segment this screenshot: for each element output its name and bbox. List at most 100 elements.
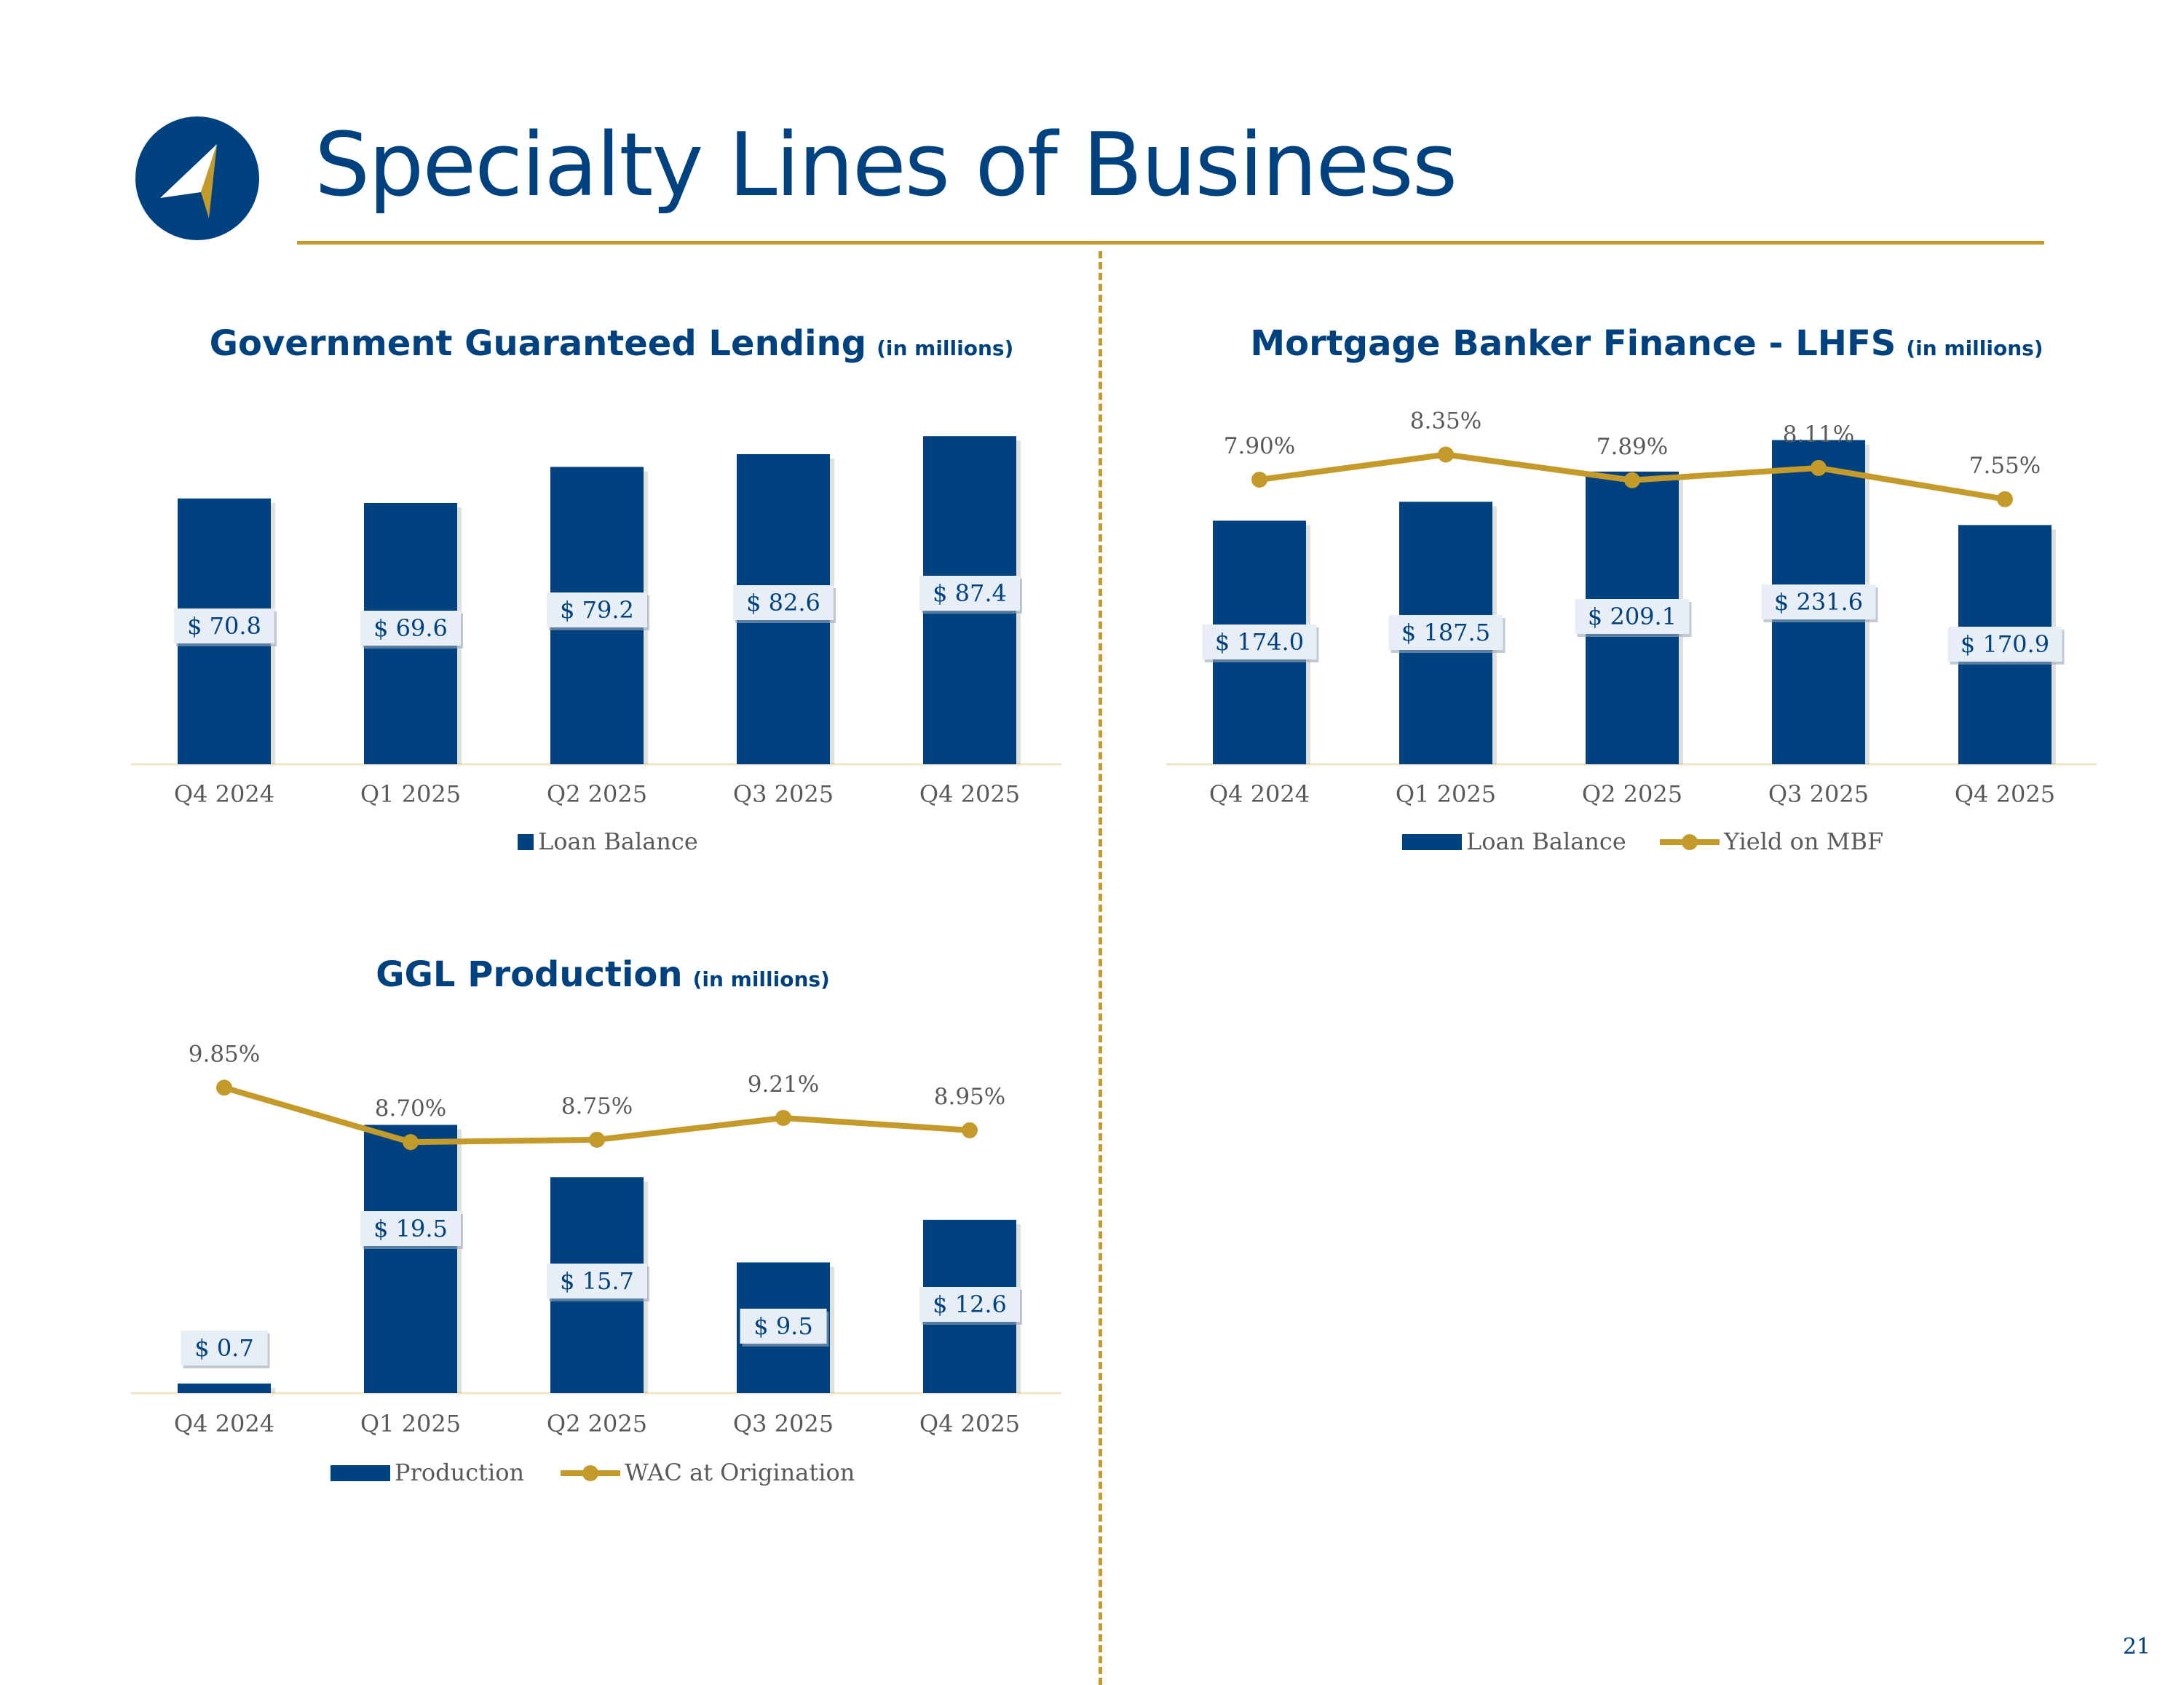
- bar-label-box: [919, 1287, 1020, 1322]
- bar-label-text: $ 12.6: [933, 1290, 1007, 1318]
- bar-data-label: $ 69.6: [360, 611, 463, 649]
- company-logo-icon: [135, 116, 259, 240]
- bar-label-text: $ 79.2: [560, 596, 634, 624]
- bar-label-box: [1947, 627, 2062, 662]
- bar-data-label: $ 0.7: [181, 1331, 270, 1368]
- bar-label-box: [919, 576, 1020, 611]
- bar-label-text: $ 209.1: [1588, 603, 1677, 630]
- legend-swatch-icon: [1402, 834, 1462, 850]
- bar-data-label: $ 82.6: [733, 585, 836, 623]
- bar-label-text: $ 70.8: [187, 612, 261, 640]
- bar-label-box: [174, 608, 274, 643]
- x-tick-label: Q3 2025: [733, 1410, 834, 1438]
- legend-swatch-icon: [331, 1465, 390, 1481]
- x-tick-label: Q4 2025: [919, 780, 1020, 808]
- line-point: [1811, 459, 1827, 476]
- x-tick-label: Q3 2025: [1768, 780, 1869, 808]
- line-data-label: 9.21%: [748, 1071, 819, 1098]
- legend-label: WAC at Origination: [625, 1459, 855, 1486]
- bar-data-label: $ 87.4: [919, 576, 1022, 614]
- legend-label: Yield on MBF: [1723, 828, 1883, 855]
- legend-label: Loan Balance: [1466, 828, 1626, 855]
- bar-data-label: $ 79.2: [547, 592, 649, 630]
- legend-swatch-icon: [518, 834, 534, 850]
- chart-legend: Loan Balance: [518, 828, 698, 855]
- line-point: [962, 1122, 978, 1138]
- bar-label-text: $ 69.6: [373, 614, 448, 642]
- bar-data-label: $ 231.6: [1761, 584, 1878, 622]
- x-tick-label: Q1 2025: [360, 780, 461, 808]
- bar: [364, 1125, 457, 1393]
- legend-label: Loan Balance: [538, 828, 698, 855]
- bar-data-label: $ 174.0: [1202, 625, 1319, 662]
- chart-title-suffix: (in millions): [877, 336, 1013, 360]
- bar-label-box: [360, 1211, 461, 1246]
- x-tick-label: Q4 2024: [174, 1410, 274, 1438]
- line-point: [403, 1134, 419, 1151]
- bar-label-box: [1388, 615, 1503, 650]
- bar-label-text: $ 82.6: [746, 589, 820, 616]
- legend-marker-icon: [582, 1465, 598, 1481]
- bar-label-text: $ 187.5: [1401, 619, 1490, 646]
- line-point: [216, 1079, 232, 1096]
- line-data-label: 8.35%: [1410, 408, 1481, 435]
- chart-legend: Loan Balance Yield on MBF: [1402, 828, 1883, 855]
- line-data-label: 8.70%: [375, 1095, 446, 1122]
- bar-label-text: $ 231.6: [1774, 588, 1863, 616]
- bar-label-box: [1575, 599, 1690, 634]
- legend-label: Production: [395, 1459, 524, 1486]
- bar-data-label: $ 170.9: [1947, 627, 2065, 665]
- x-tick-label: Q2 2025: [547, 1410, 647, 1438]
- bar-label-box: [1202, 625, 1317, 659]
- bar-label-box: [181, 1331, 268, 1365]
- line-data-label: 9.85%: [189, 1041, 260, 1067]
- bar: [178, 1383, 271, 1393]
- bar-label-text: $ 19.5: [373, 1215, 448, 1242]
- chart-title-suffix: (in millions): [1906, 336, 2043, 360]
- bar-label-box: [733, 585, 834, 620]
- chart-title: Government Guaranteed Lending (in million…: [210, 323, 1014, 364]
- bar-data-label: $ 70.8: [174, 608, 277, 646]
- line-data-label: 8.75%: [561, 1093, 633, 1119]
- legend-marker-icon: [1682, 834, 1698, 850]
- line-data-label: 8.95%: [934, 1084, 1005, 1110]
- bar-label-text: $ 15.7: [560, 1267, 634, 1295]
- line-point: [1251, 472, 1267, 488]
- vertical-divider: [1099, 251, 1102, 1685]
- line-point: [1997, 491, 2013, 507]
- x-tick-label: Q4 2025: [1955, 780, 2055, 808]
- x-tick-label: Q4 2024: [174, 780, 274, 808]
- x-tick-label: Q1 2025: [1396, 780, 1496, 808]
- line-point: [1438, 446, 1454, 463]
- chart-title: Mortgage Banker Finance - LHFS (in millio…: [1250, 323, 2043, 364]
- x-tick-label: Q2 2025: [547, 780, 647, 808]
- bar-label-text: $ 9.5: [753, 1312, 812, 1340]
- bar-data-label: $ 15.7: [547, 1264, 649, 1301]
- bar-label-text: $ 174.0: [1215, 628, 1304, 656]
- bar-data-label: $ 12.6: [919, 1287, 1022, 1325]
- page-title: Specialty Lines of Business: [314, 115, 1457, 216]
- bar-label-box: [740, 1309, 827, 1344]
- chart-title-main: GGL Production: [376, 954, 682, 995]
- bar-label-box: [547, 592, 647, 627]
- bar-label-text: $ 0.7: [194, 1334, 253, 1362]
- chart-title: GGL Production (in millions): [376, 954, 830, 995]
- chart-title-main: Mortgage Banker Finance - LHFS: [1250, 323, 1896, 364]
- bar-data-label: $ 9.5: [740, 1309, 829, 1347]
- line-data-label: 7.55%: [1969, 453, 2041, 479]
- x-tick-label: Q1 2025: [360, 1410, 461, 1438]
- bar-data-label: $ 209.1: [1575, 599, 1692, 637]
- bar-data-label: $ 19.5: [360, 1211, 463, 1249]
- bar-label-text: $ 87.4: [933, 579, 1007, 607]
- chart-legend: Production WAC at Origination: [331, 1459, 855, 1486]
- x-tick-label: Q3 2025: [733, 780, 834, 808]
- chart-title-main: Government Guaranteed Lending: [210, 323, 866, 364]
- bar-label-box: [1761, 584, 1876, 619]
- bar-label-box: [547, 1264, 647, 1299]
- page-number: 21: [2122, 1634, 2151, 1660]
- title-underline: [297, 241, 2044, 245]
